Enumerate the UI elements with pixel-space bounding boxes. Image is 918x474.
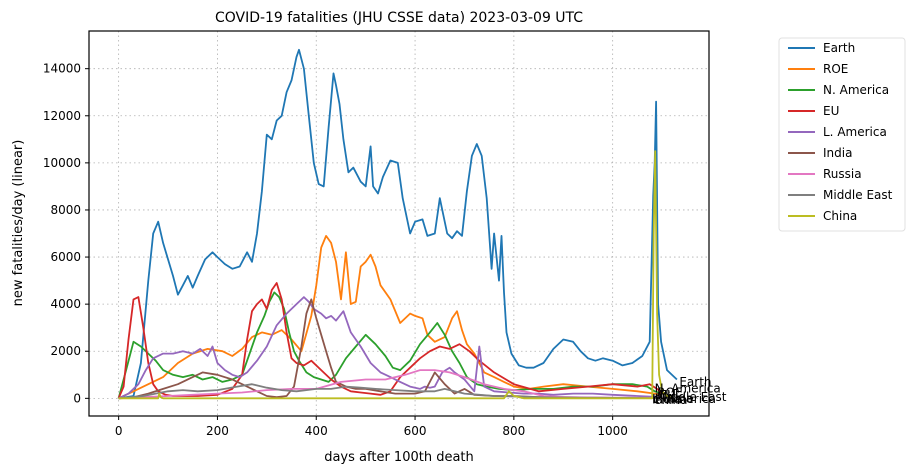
y-tick-label: 12000 <box>43 109 81 123</box>
x-axis: 0 200 400 600 800 1000 <box>115 416 628 438</box>
series-line-china <box>118 150 673 400</box>
series-line-russia <box>118 369 663 400</box>
end-label: ROE <box>657 385 682 399</box>
legend: Earth ROE N. America EU L. America India Russi… <box>778 37 906 232</box>
y-tick-label: 8000 <box>50 203 81 217</box>
series-line-middle-east <box>118 383 663 400</box>
end-label: L. America <box>652 392 716 406</box>
legend-entry: Earth <box>823 41 855 55</box>
legend-entry: Russia <box>823 167 862 181</box>
series-line-n-america <box>117 291 663 399</box>
legend-entry: ROE <box>823 62 848 76</box>
grid <box>89 31 709 416</box>
y-tick-label: 14000 <box>43 62 81 76</box>
end-label: India <box>652 392 681 406</box>
end-label: Earth <box>679 375 711 389</box>
y-tick-label: 6000 <box>50 250 81 264</box>
plot-frame <box>88 30 710 417</box>
legend-entry: Middle East <box>823 188 893 202</box>
y-tick-label: 2000 <box>50 344 81 358</box>
legend-entry: India <box>823 146 852 160</box>
legend-entry: EU <box>823 104 839 118</box>
x-tick-label: 200 <box>206 424 229 438</box>
legend-entry: China <box>823 209 857 223</box>
legend-entry: N. America <box>823 83 889 97</box>
chart-title: COVID-19 fatalities (JHU CSSE data) 2023… <box>215 10 583 26</box>
x-tick-label: 1000 <box>597 424 628 438</box>
y-axis-label: new fatalities/day (linear) <box>11 140 26 307</box>
end-label: N. America <box>655 381 721 395</box>
y-tick-label: 0 <box>73 391 81 405</box>
y-tick-label: 4000 <box>50 297 81 311</box>
end-label: China <box>653 393 687 407</box>
series-group <box>117 48 678 400</box>
series-line-l-america <box>118 296 663 400</box>
end-label: Russia <box>655 391 694 405</box>
y-axis: 0 2000 4000 6000 8000 10000 12000 14000 <box>43 62 89 405</box>
series-line-roe <box>118 235 663 400</box>
x-axis-label: days after 100th death <box>324 450 474 465</box>
y-tick-label: 10000 <box>43 156 81 170</box>
end-label: EU <box>660 388 676 402</box>
x-tick-label: 600 <box>404 424 427 438</box>
series-line-india <box>118 298 663 400</box>
legend-entry: L. America <box>823 125 887 139</box>
x-tick-label: 0 <box>115 424 123 438</box>
x-tick-label: 800 <box>502 424 525 438</box>
series-line-earth <box>118 48 678 400</box>
series-line-eu <box>117 282 663 399</box>
x-tick-label: 400 <box>305 424 328 438</box>
